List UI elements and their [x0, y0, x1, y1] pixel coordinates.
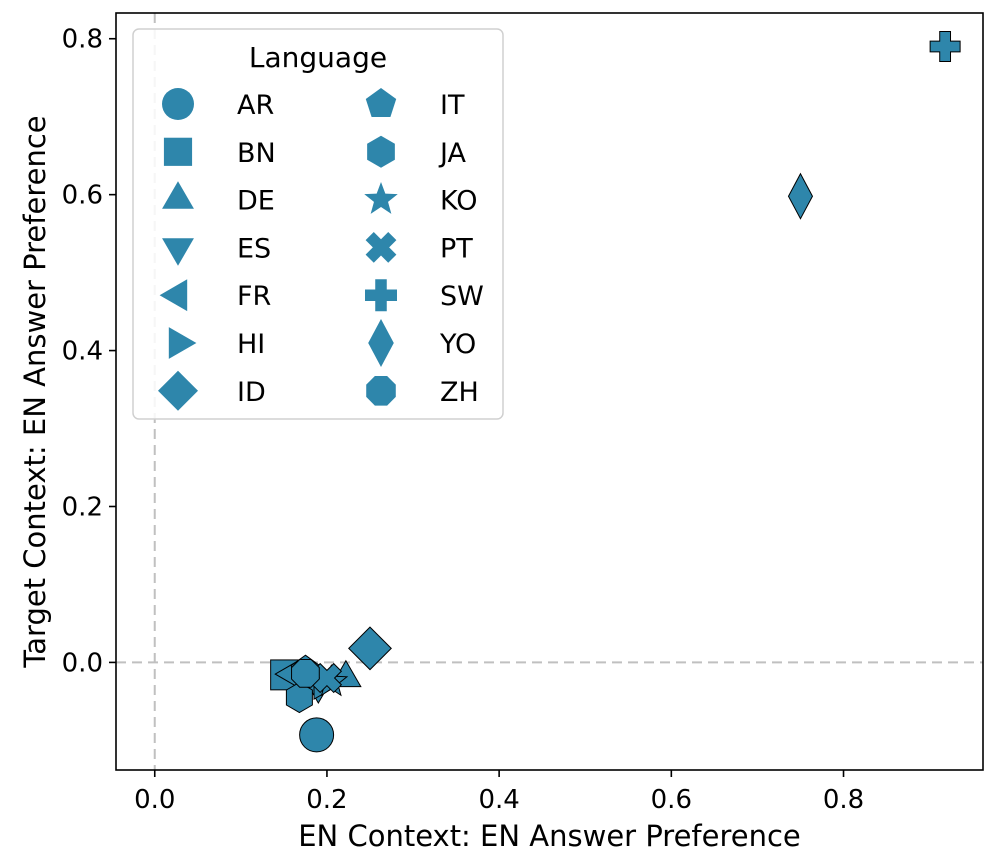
data-point-sw: [929, 31, 961, 63]
legend-item-ja: JA: [367, 135, 466, 169]
legend-title: Language: [249, 41, 387, 74]
data-point-yo: [787, 172, 814, 220]
legend-label: IT: [440, 90, 465, 121]
legend-item-it: IT: [365, 88, 465, 121]
legend-item-fr: FR: [159, 279, 271, 312]
y-axis: 0.0 0.2 0.4 0.6 0.8: [62, 25, 116, 678]
data-point-id: [348, 626, 392, 671]
plot-frame: [115, 12, 984, 771]
legend-label: DE: [237, 186, 275, 217]
legend-item-yo: YO: [368, 319, 476, 367]
legend-label: PT: [440, 233, 473, 264]
x-axis-title: EN Context: EN Answer Preference: [298, 819, 801, 853]
legend-label: ES: [237, 233, 271, 264]
data-markers: [270, 31, 961, 753]
x-tick-label: 0.0: [134, 785, 175, 815]
legend-marker-triangle-down: [162, 238, 194, 266]
legend-marker-triangle-right: [168, 327, 197, 359]
data-point-zh: [291, 658, 320, 688]
y-tick-label: 0.6: [62, 181, 103, 211]
legend-marker-diamond: [158, 370, 198, 411]
x-axis: 0.0 0.2 0.4 0.6 0.8: [134, 770, 864, 815]
legend-label: SW: [440, 281, 484, 312]
legend: Language AR BN DE ES FR HI ID IT JA KO PT SW YO ZH: [132, 28, 504, 420]
legend-item-ar: AR: [162, 88, 274, 121]
legend-marker-hexagon: [367, 135, 395, 168]
reference-lines: [116, 13, 983, 770]
legend-marker-pentagon: [365, 88, 397, 117]
data-point-ar: [299, 717, 335, 753]
y-axis-title: Target Context: EN Answer Preference: [18, 115, 52, 668]
legend-marker-star: [364, 182, 398, 214]
y-tick-label: 0.8: [62, 25, 103, 55]
legend-marker-triangle-left: [159, 279, 188, 312]
legend-label: FR: [237, 281, 271, 312]
legend-item-sw: SW: [365, 279, 484, 312]
legend-item-hi: HI: [168, 327, 265, 360]
y-tick-label: 0.2: [62, 492, 103, 522]
legend-label: YO: [439, 329, 476, 360]
legend-item-es: ES: [162, 233, 271, 266]
legend-label: BN: [237, 138, 276, 169]
legend-marker-thin-diamond: [368, 319, 394, 367]
legend-marker-octagon: [366, 376, 396, 406]
legend-marker-x-filled: [365, 232, 397, 263]
legend-label: AR: [237, 90, 274, 121]
y-tick-label: 0.4: [62, 337, 103, 367]
legend-item-id: ID: [158, 370, 266, 411]
y-tick-label: 0.0: [62, 648, 103, 678]
legend-label: HI: [237, 329, 265, 360]
legend-marker-plus-filled: [365, 279, 397, 312]
legend-item-de: DE: [162, 181, 275, 217]
legend-item-ko: KO: [364, 182, 477, 217]
legend-marker-triangle-up: [162, 181, 194, 209]
legend-marker-circle: [162, 88, 194, 120]
x-tick-label: 0.6: [651, 785, 692, 815]
legend-label: ZH: [440, 377, 479, 408]
legend-label: KO: [440, 186, 477, 217]
data-point-ja: [285, 681, 313, 714]
legend-marker-square: [163, 137, 193, 166]
legend-label: ID: [237, 377, 266, 408]
legend-label: JA: [438, 138, 466, 169]
legend-item-pt: PT: [365, 232, 473, 264]
x-tick-label: 0.8: [823, 785, 864, 815]
x-tick-label: 0.2: [306, 785, 347, 815]
legend-box: [132, 28, 504, 420]
legend-item-bn: BN: [163, 137, 276, 169]
legend-item-zh: ZH: [366, 376, 479, 408]
x-tick-label: 0.4: [478, 785, 519, 815]
